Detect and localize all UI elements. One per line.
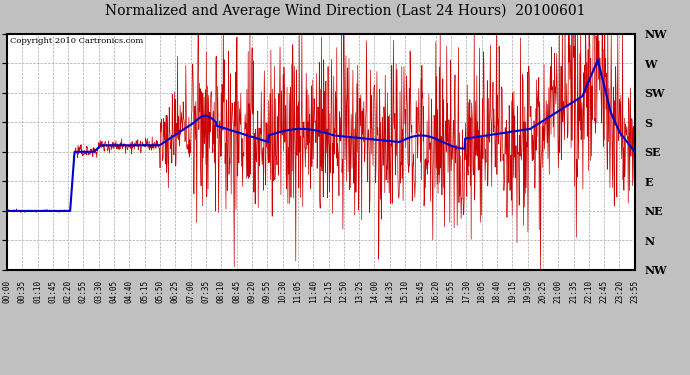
Text: Copyright 2010 Cartronics.com: Copyright 2010 Cartronics.com — [10, 37, 144, 45]
Text: Normalized and Average Wind Direction (Last 24 Hours)  20100601: Normalized and Average Wind Direction (L… — [105, 4, 585, 18]
